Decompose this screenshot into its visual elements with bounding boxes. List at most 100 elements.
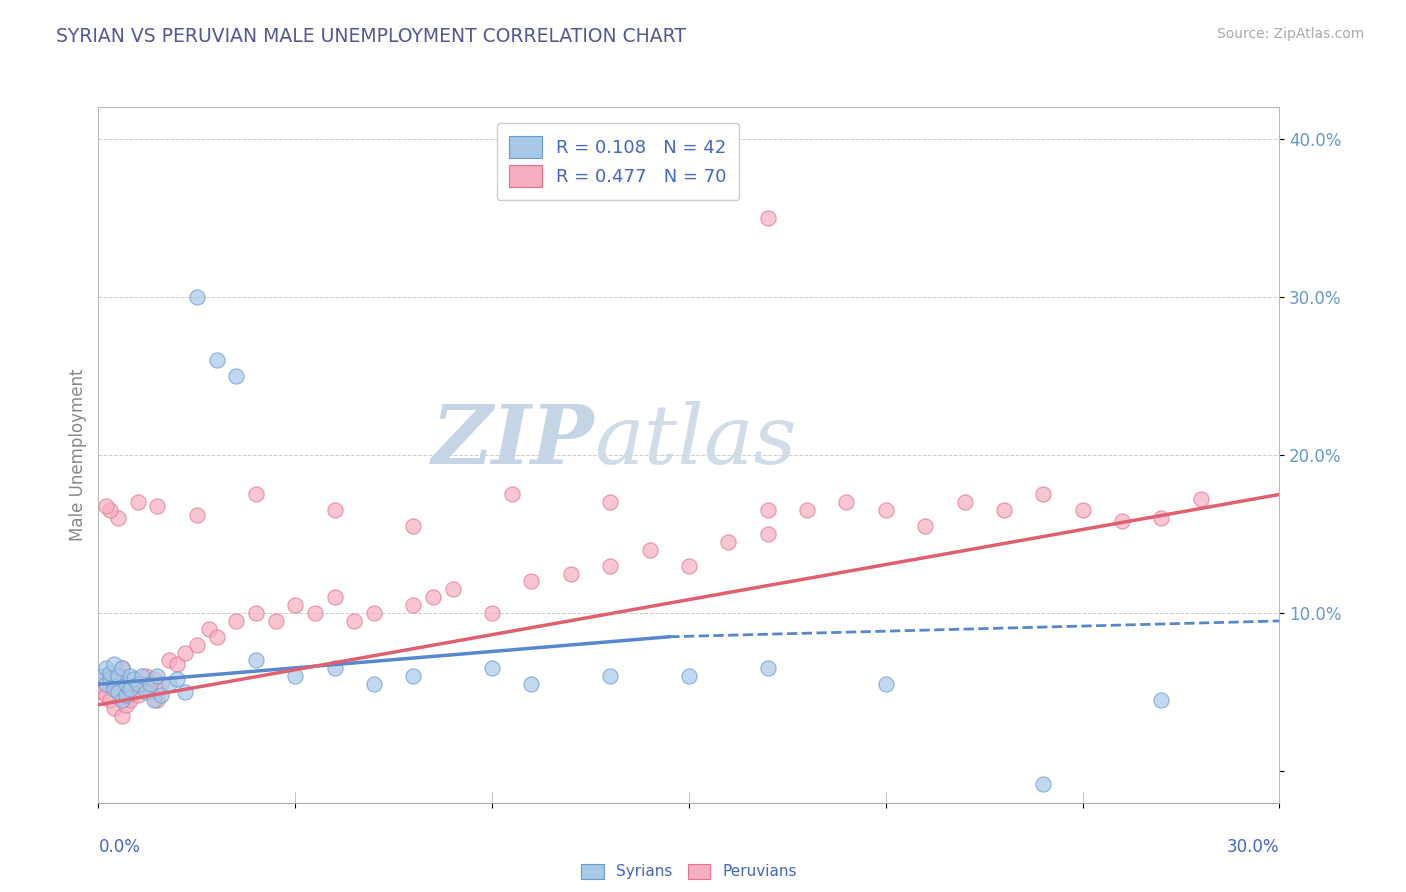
Point: [205, 630, 228, 644]
Point: [96, 661, 118, 675]
Point: [103, 701, 125, 715]
Point: [122, 685, 145, 699]
Point: [157, 677, 180, 691]
Point: [98, 677, 121, 691]
Point: [98, 673, 121, 687]
Point: [96, 499, 118, 513]
Point: [993, 503, 1015, 517]
Point: [875, 503, 897, 517]
Text: 30.0%: 30.0%: [1227, 838, 1279, 856]
Point: [402, 598, 425, 612]
Point: [115, 688, 138, 702]
Point: [1032, 487, 1054, 501]
Text: 0.0%: 0.0%: [98, 838, 141, 856]
Point: [422, 591, 444, 605]
Point: [264, 614, 287, 628]
Point: [402, 519, 425, 533]
Point: [96, 669, 118, 683]
Point: [599, 495, 621, 509]
Point: [441, 582, 464, 597]
Point: [953, 495, 976, 509]
Text: SYRIAN VS PERUVIAN MALE UNEMPLOYMENT CORRELATION CHART: SYRIAN VS PERUVIAN MALE UNEMPLOYMENT COR…: [56, 27, 686, 45]
Point: [520, 574, 543, 589]
Text: atlas: atlas: [595, 401, 797, 481]
Point: [122, 673, 145, 687]
Point: [166, 673, 188, 687]
Text: ZIP: ZIP: [432, 401, 595, 481]
Point: [914, 519, 936, 533]
Point: [91, 685, 114, 699]
Text: Source: ZipAtlas.com: Source: ZipAtlas.com: [1216, 27, 1364, 41]
Point: [323, 591, 346, 605]
Point: [481, 606, 503, 620]
Point: [107, 681, 129, 696]
Point: [146, 669, 169, 683]
Y-axis label: Male Unemployment: Male Unemployment: [69, 368, 87, 541]
Point: [131, 677, 153, 691]
Point: [157, 653, 180, 667]
Point: [756, 661, 779, 675]
Point: [118, 693, 141, 707]
Point: [111, 661, 134, 675]
Point: [1111, 514, 1133, 528]
Point: [111, 708, 134, 723]
Point: [98, 503, 121, 517]
Point: [131, 669, 153, 683]
Point: [118, 669, 141, 683]
Point: [678, 669, 700, 683]
Point: [111, 661, 134, 675]
Point: [756, 527, 779, 541]
Point: [186, 290, 208, 304]
Point: [103, 657, 125, 671]
Point: [225, 368, 247, 383]
Point: [1150, 693, 1173, 707]
Point: [756, 211, 779, 225]
Point: [186, 508, 208, 522]
Point: [1150, 511, 1173, 525]
Point: [138, 677, 160, 691]
Point: [98, 693, 121, 707]
Point: [115, 677, 138, 691]
Point: [142, 693, 165, 707]
Point: [245, 487, 267, 501]
Point: [678, 558, 700, 573]
Point: [103, 681, 125, 696]
Point: [1189, 492, 1212, 507]
Point: [127, 688, 149, 702]
Point: [127, 677, 149, 691]
Point: [501, 487, 523, 501]
Point: [599, 669, 621, 683]
Point: [363, 606, 385, 620]
Point: [343, 614, 366, 628]
Point: [284, 669, 307, 683]
Point: [205, 353, 228, 368]
Point: [174, 685, 197, 699]
Point: [717, 534, 740, 549]
Point: [1071, 503, 1094, 517]
Point: [107, 666, 129, 681]
Point: [118, 681, 141, 696]
Point: [150, 688, 173, 702]
Point: [146, 693, 169, 707]
Point: [756, 503, 779, 517]
Point: [284, 598, 307, 612]
Point: [323, 503, 346, 517]
Point: [127, 495, 149, 509]
Point: [245, 653, 267, 667]
Point: [138, 685, 160, 699]
Point: [135, 669, 157, 683]
Point: [107, 669, 129, 683]
Point: [225, 614, 247, 628]
Point: [599, 558, 621, 573]
Point: [481, 661, 503, 675]
Point: [91, 669, 114, 683]
Point: [796, 503, 818, 517]
Point: [304, 606, 326, 620]
Point: [96, 688, 118, 702]
Point: [1032, 777, 1054, 791]
Point: [520, 677, 543, 691]
Point: [174, 646, 197, 660]
Point: [98, 666, 121, 681]
Point: [363, 677, 385, 691]
Point: [107, 511, 129, 525]
